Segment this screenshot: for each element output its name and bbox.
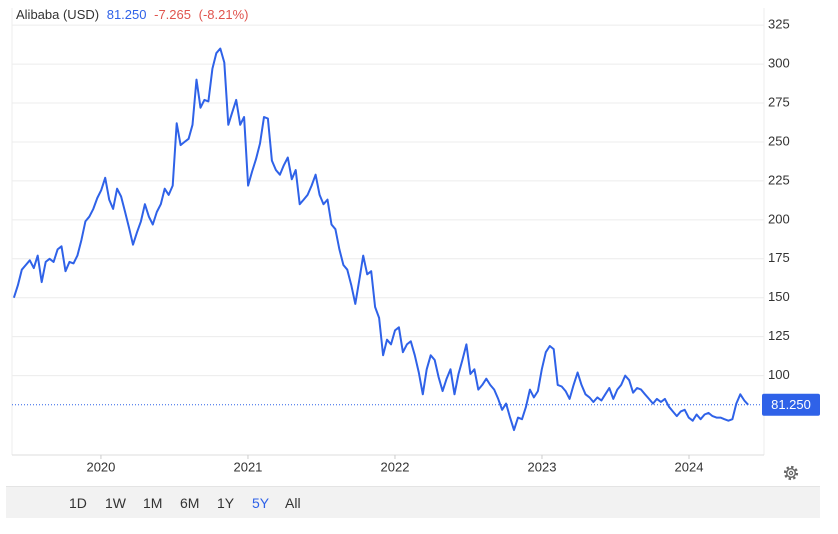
y-tick-label: 200 — [768, 211, 790, 226]
x-tick-label: 2024 — [675, 459, 704, 474]
y-tick-label: 300 — [768, 56, 790, 71]
y-tick-label: 125 — [768, 328, 790, 343]
y-tick-label: 325 — [768, 17, 790, 32]
y-tick-label: 100 — [768, 367, 790, 382]
last-price-tag — [762, 393, 820, 416]
x-tick-label: 2021 — [233, 459, 262, 474]
change: -7.265 — [154, 7, 191, 22]
y-tick-label: 250 — [768, 133, 790, 148]
range-button[interactable]: 1Y — [217, 495, 235, 511]
change-percent: (-8.21%) — [198, 7, 249, 22]
y-tick-label: 275 — [768, 94, 790, 109]
range-bar: 1D 1W 1M 6M 1Y 5Y All — [6, 486, 820, 518]
symbol-name: Alibaba (USD) — [16, 7, 100, 22]
range-button[interactable]: 1W — [105, 495, 126, 511]
y-tick-label: 150 — [768, 289, 790, 304]
settings-button[interactable] — [781, 463, 801, 483]
y-tick-label: 225 — [768, 172, 790, 187]
y-tick-label: 175 — [768, 250, 790, 265]
x-tick-label: 2020 — [86, 459, 115, 474]
chart: 100 125 150 175 200 225 250 275 300 325 2020 2021 20… — [11, 8, 820, 474]
range-button[interactable]: 1D — [69, 495, 87, 511]
range-button[interactable]: 5Y — [252, 495, 270, 511]
range-button[interactable]: 6M — [180, 495, 200, 511]
header: Alibaba (USD) 81.250 -7.265 (-8.21%) — [16, 7, 252, 22]
price-line — [12, 47, 749, 432]
range-button[interactable]: All — [285, 495, 301, 511]
x-tick-label: 2023 — [528, 459, 557, 474]
range-button[interactable]: 1M — [143, 495, 163, 511]
x-tick-label: 2022 — [381, 459, 410, 474]
price: 81.250 — [106, 7, 147, 22]
last-price-label: 81.250 — [771, 397, 811, 412]
